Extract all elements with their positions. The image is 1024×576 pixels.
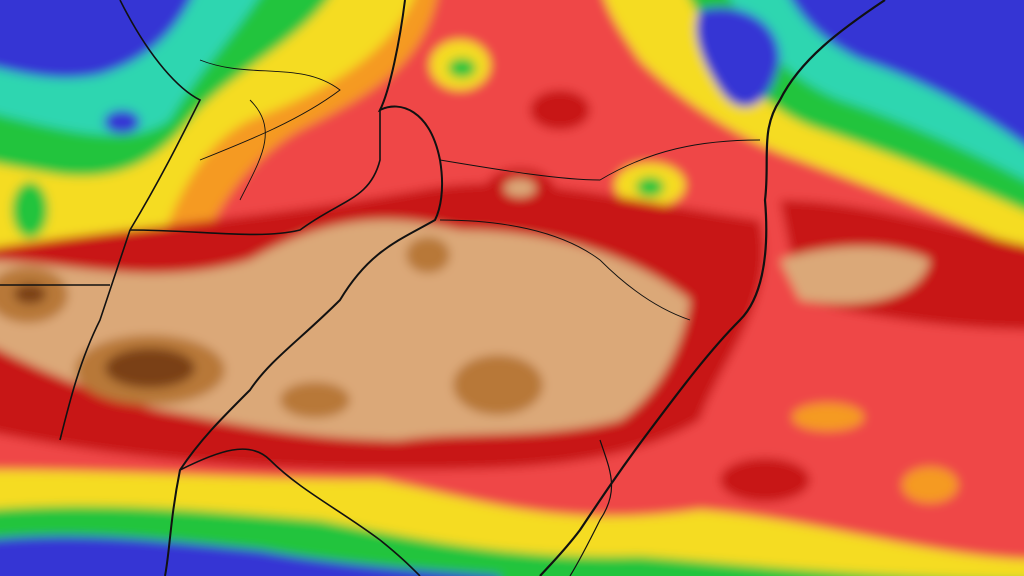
borders — [0, 0, 886, 576]
